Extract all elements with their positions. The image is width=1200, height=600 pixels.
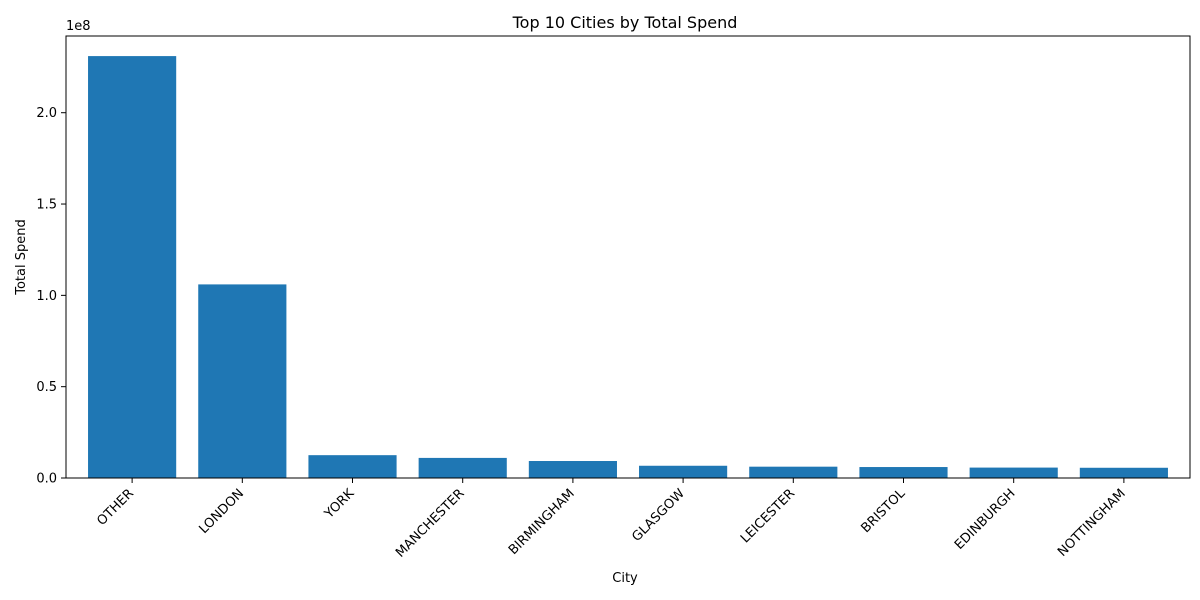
bar-manchester — [418, 457, 507, 478]
bar-london — [198, 284, 287, 478]
y-offset-text: 1e8 — [66, 19, 91, 34]
y-tick-label: 1.5 — [36, 198, 57, 213]
bar-other — [88, 56, 177, 479]
y-tick-label: 1.0 — [36, 289, 57, 304]
bar-bristol — [859, 467, 948, 478]
x-axis-label: City — [612, 571, 638, 586]
bar-glasgow — [639, 465, 728, 478]
x-tick-label: OTHER — [94, 486, 137, 529]
plot-frame — [65, 35, 1191, 479]
bar-edinburgh — [969, 467, 1058, 478]
bar-birmingham — [528, 461, 617, 478]
x-tick-label: BIRMINGHAM — [506, 486, 578, 558]
x-tick-label: GLASGOW — [629, 486, 688, 545]
x-axis: OTHER LONDON YORK MANCHESTER BIRMINGHAM GLASG… — [94, 478, 1129, 561]
y-tick-label: 2.0 — [36, 106, 57, 121]
bars-group — [88, 56, 1168, 479]
x-tick-label: BRISTOL — [859, 486, 909, 536]
y-tick-label: 0.0 — [36, 472, 57, 487]
chart-title: Top 10 Cities by Total Spend — [512, 13, 738, 32]
x-tick-label: YORK — [321, 486, 357, 522]
x-tick-label: EDINBURGH — [952, 486, 1019, 553]
x-tick-label: LONDON — [196, 486, 247, 537]
y-axis: 0.0 0.5 1.0 1.5 2.0 — [36, 106, 66, 487]
bar-nottingham — [1079, 467, 1168, 478]
y-axis-label: Total Spend — [14, 219, 29, 296]
x-tick-label: MANCHESTER — [393, 486, 467, 560]
x-tick-label: NOTTINGHAM — [1055, 486, 1129, 560]
bar-york — [308, 455, 397, 478]
bar-leicester — [749, 466, 838, 478]
x-tick-label: LEICESTER — [738, 486, 798, 546]
y-tick-label: 0.5 — [36, 380, 57, 395]
